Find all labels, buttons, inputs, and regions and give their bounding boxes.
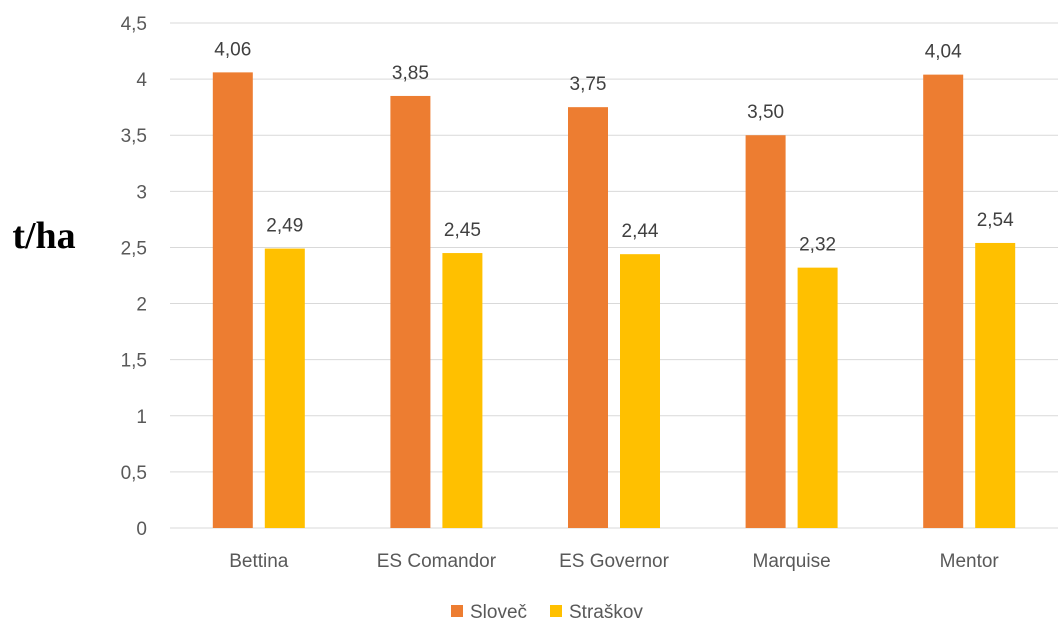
y-tick-label: 0 [136, 519, 147, 540]
y-axis-ticks: 0 0,5 1 1,5 2 2,5 3 3,5 4 4,5 [121, 14, 148, 540]
legend-label: Sloveč [470, 602, 527, 623]
bar-series2 [264, 248, 305, 529]
data-label: 2,44 [622, 221, 659, 242]
y-tick-label: 4 [136, 70, 147, 91]
y-tick-label: 2,5 [121, 238, 147, 259]
data-label: 2,54 [977, 210, 1014, 231]
bar-series2 [975, 242, 1016, 528]
legend-swatch [451, 605, 463, 617]
y-tick-label: 2 [136, 295, 147, 316]
bar-series1 [390, 95, 431, 528]
data-label: 3,50 [747, 102, 784, 123]
x-axis-categories: Bettina ES Comandor ES Governor Marquise Men… [229, 551, 999, 572]
data-labels: 4,06 2,49 3,85 2,45 3,75 2,44 3,50 2,32 4,04 2,54 [214, 39, 1014, 255]
y-tick-label: 1 [136, 407, 147, 428]
data-label: 2,32 [799, 235, 836, 256]
gridlines [170, 22, 1058, 529]
y-tick-label: 4,5 [121, 14, 147, 35]
x-tick-label: Marquise [753, 551, 831, 572]
x-tick-label: ES Comandor [377, 551, 497, 572]
y-tick-label: 0,5 [121, 463, 147, 484]
legend-label: Straškov [569, 602, 643, 623]
data-label: 2,49 [266, 216, 303, 237]
y-tick-label: 3,5 [121, 126, 147, 147]
bars [212, 72, 1016, 529]
data-label: 4,04 [925, 42, 962, 63]
data-label: 2,45 [444, 220, 481, 241]
data-label: 4,06 [214, 39, 251, 60]
y-tick-label: 1,5 [121, 351, 147, 372]
bar-series2 [797, 267, 838, 528]
y-tick-label: 3 [136, 182, 147, 203]
bar-series1 [568, 107, 608, 529]
x-tick-label: ES Governor [559, 551, 669, 572]
bar-series1 [212, 72, 253, 528]
bar-series2 [620, 254, 660, 528]
y-axis-label: t/ha [12, 215, 75, 257]
bar-series2 [442, 253, 483, 529]
x-tick-label: Bettina [229, 551, 289, 572]
bar-series1 [923, 74, 964, 528]
data-label: 3,75 [570, 74, 607, 95]
x-tick-label: Mentor [940, 551, 1000, 572]
legend: Sloveč Straškov [451, 602, 643, 623]
data-label: 3,85 [392, 63, 429, 84]
legend-swatch [550, 605, 562, 617]
bar-series1 [745, 135, 786, 528]
